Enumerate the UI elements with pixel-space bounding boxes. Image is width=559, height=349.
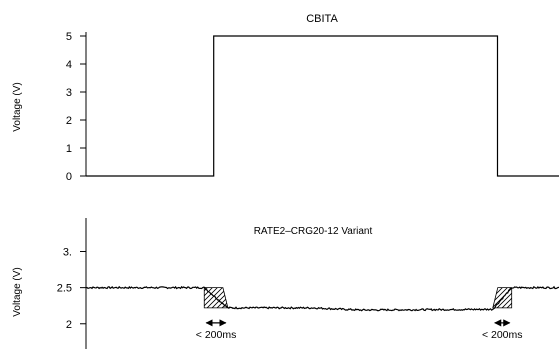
y-axis-label-cbita: Voltage (V): [12, 82, 23, 131]
y-tick-label: 5: [66, 31, 72, 43]
y-axis-label-rate2: Voltage (V): [12, 267, 23, 316]
series-line-rate2: [85, 285, 559, 312]
chart-title-cbita: CBITA: [306, 13, 338, 25]
y-tick-label: 2.5: [57, 283, 72, 295]
y-tick-label: 4: [66, 59, 72, 71]
panel-cbita: CBITA Voltage (V) 0 1 2 3 4 5: [12, 13, 559, 183]
y-tick-label: 2: [66, 319, 72, 331]
y-tick-label: 1: [66, 143, 72, 155]
series-line-cbita: [86, 35, 559, 177]
timing-annotations: < 200ms < 200ms: [196, 319, 523, 341]
panel-rate2: RATE2–CRG20-12 Variant Voltage (V) 2 2.5 3…: [12, 218, 559, 349]
transition-regions: [203, 287, 513, 309]
y-ticks-rate2: 2 2.5 3.: [57, 247, 86, 331]
chart-title-rate2: RATE2–CRG20-12 Variant: [254, 226, 373, 237]
y-tick-label: 2: [66, 115, 72, 127]
y-tick-label: 3: [66, 87, 72, 99]
y-ticks-cbita: 0 1 2 3 4 5: [66, 31, 86, 183]
duration-label-2: < 200ms: [482, 329, 523, 341]
duration-label-1: < 200ms: [196, 329, 237, 341]
y-tick-label: 3.: [63, 247, 72, 259]
y-tick-label: 0: [66, 171, 72, 183]
